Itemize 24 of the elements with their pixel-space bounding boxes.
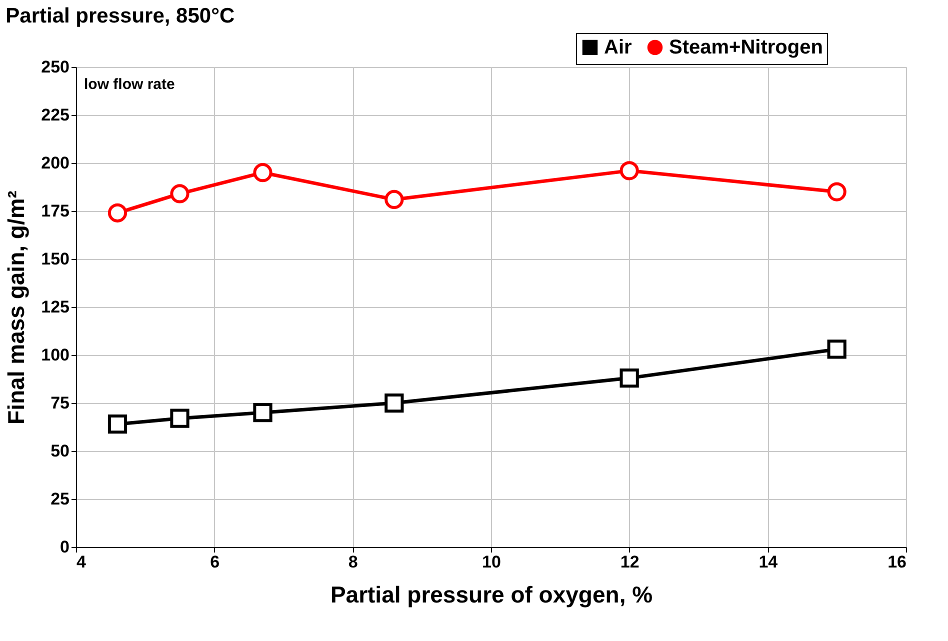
legend-label: Steam+Nitrogen — [669, 36, 823, 58]
y-tick-label: 125 — [41, 298, 70, 316]
x-tick-label: 16 — [888, 552, 906, 572]
y-tick-label: 175 — [41, 202, 70, 220]
chart-title: Partial pressure, 850°C — [6, 4, 235, 28]
x-tick-label: 10 — [482, 552, 501, 572]
y-tick-label: 225 — [41, 106, 70, 124]
x-tick-label: 14 — [758, 552, 778, 572]
legend-label: Air — [604, 36, 632, 58]
y-tick-label: 75 — [50, 394, 70, 412]
y-tick-label: 150 — [41, 250, 70, 268]
x-axis-title: Partial pressure of oxygen, % — [330, 582, 653, 608]
annotation: low flow rate — [84, 76, 175, 93]
y-tick-label: 200 — [41, 154, 70, 172]
y-tick-label: 0 — [60, 538, 70, 556]
y-tick-label: 50 — [50, 442, 70, 460]
x-tick-label: 6 — [210, 552, 220, 572]
y-tick-label: 250 — [41, 58, 70, 76]
x-tick-label: 12 — [620, 552, 640, 572]
y-tick-label: 25 — [50, 490, 70, 508]
y-tick-label: 100 — [41, 346, 70, 364]
x-tick-label: 4 — [76, 552, 86, 572]
y-axis-title: Final mass gain, g/m² — [3, 190, 30, 424]
x-tick-label: 8 — [348, 552, 358, 572]
